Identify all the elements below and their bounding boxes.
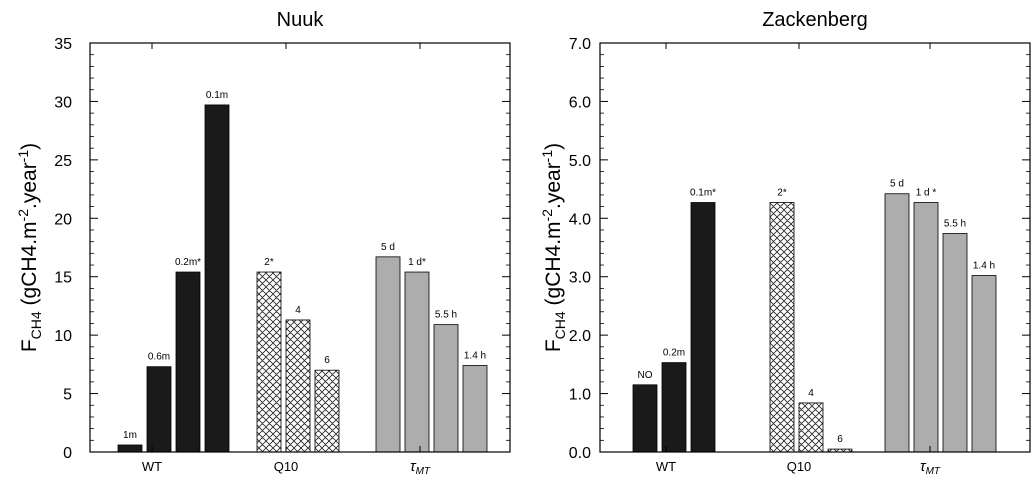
bar bbox=[146, 366, 172, 453]
bar-label: 5 d bbox=[381, 242, 395, 253]
chart-title: Nuuk bbox=[277, 9, 325, 31]
bar-label: 1.4 h bbox=[973, 261, 995, 272]
bar bbox=[971, 275, 997, 453]
bar-label: 6 bbox=[324, 355, 330, 366]
bar-label: 5.5 h bbox=[944, 218, 966, 229]
y-tick-label: 2.0 bbox=[569, 328, 591, 345]
bar bbox=[314, 369, 340, 453]
bar-label: 6 bbox=[837, 434, 843, 445]
bar-label: 0.2m bbox=[663, 348, 685, 359]
bar bbox=[404, 271, 430, 453]
bar-label: 0.1m* bbox=[690, 188, 716, 199]
group-label: WT bbox=[142, 459, 162, 474]
y-tick-label: 5 bbox=[63, 387, 72, 404]
bar-label: 2* bbox=[777, 188, 787, 199]
chart-title: Zackenberg bbox=[762, 9, 868, 31]
bar bbox=[942, 233, 968, 453]
bar-label: NO bbox=[638, 370, 653, 381]
y-tick-label: 1.0 bbox=[569, 387, 591, 404]
y-tick-label: 10 bbox=[54, 328, 72, 345]
y-tick-label: 35 bbox=[54, 36, 72, 53]
y-tick-label: 0 bbox=[63, 445, 72, 462]
bar bbox=[690, 202, 716, 453]
bar-label: 1 d* bbox=[408, 257, 426, 268]
group-label: Q10 bbox=[274, 459, 299, 474]
bar-label: 1 d * bbox=[916, 188, 937, 199]
bar-label: 4 bbox=[295, 305, 301, 316]
bar-label: 5.5 h bbox=[435, 310, 457, 321]
bar bbox=[884, 193, 910, 453]
y-axis-label: FCH4 (gCH4.m-2.year-1) bbox=[15, 143, 44, 352]
group-label: τMT bbox=[410, 458, 431, 477]
bar-label: 1.4 h bbox=[464, 351, 486, 362]
bar-label: 1m bbox=[123, 430, 137, 441]
bar-label: 5 d bbox=[890, 179, 904, 190]
y-tick-label: 15 bbox=[54, 270, 72, 287]
y-tick-label: 4.0 bbox=[569, 211, 591, 228]
y-tick-label: 5.0 bbox=[569, 153, 591, 170]
bar bbox=[433, 324, 459, 453]
bar bbox=[285, 319, 311, 453]
bar bbox=[117, 444, 143, 453]
chart-panel-2: Zackenberg 0.0 1.0 2.0 3.0 4.0 5.0 6.0 7.0 NO 0.2m… bbox=[539, 9, 1031, 477]
y-tick-label: 20 bbox=[54, 211, 72, 228]
bar bbox=[175, 271, 201, 453]
bar bbox=[462, 365, 488, 453]
bar-label: 0.1m bbox=[206, 90, 228, 101]
y-axis-label: FCH4 (gCH4.m-2.year-1) bbox=[539, 143, 568, 352]
bar bbox=[769, 202, 795, 453]
group-label: WT bbox=[656, 459, 676, 474]
bar bbox=[913, 202, 939, 453]
bar bbox=[661, 362, 687, 453]
plot-frame bbox=[89, 42, 511, 453]
bar bbox=[204, 104, 230, 453]
y-tick-label: 3.0 bbox=[569, 270, 591, 287]
group-label: Q10 bbox=[787, 459, 812, 474]
bar bbox=[798, 402, 824, 453]
bar bbox=[256, 271, 282, 453]
y-tick-label: 6.0 bbox=[569, 94, 591, 111]
bar bbox=[375, 256, 401, 453]
bar bbox=[632, 384, 658, 453]
bar-label: 0.6m bbox=[148, 352, 170, 363]
y-tick-label: 7.0 bbox=[569, 36, 591, 53]
plot-frame bbox=[599, 42, 1031, 453]
y-tick-label: 30 bbox=[54, 94, 72, 111]
chart-panel-1: Nuuk 0 5 10 15 20 25 30 35 1m 0.6m 0.2m* 0.1m WT 2* 4 6 Q… bbox=[15, 9, 511, 477]
bar-label: 0.2m* bbox=[175, 257, 201, 268]
y-tick-label: 25 bbox=[54, 153, 72, 170]
group-label: τMT bbox=[920, 458, 941, 477]
bar-label: 2* bbox=[264, 257, 274, 268]
bar-label: 4 bbox=[808, 388, 814, 399]
y-tick-label: 0.0 bbox=[569, 445, 591, 462]
